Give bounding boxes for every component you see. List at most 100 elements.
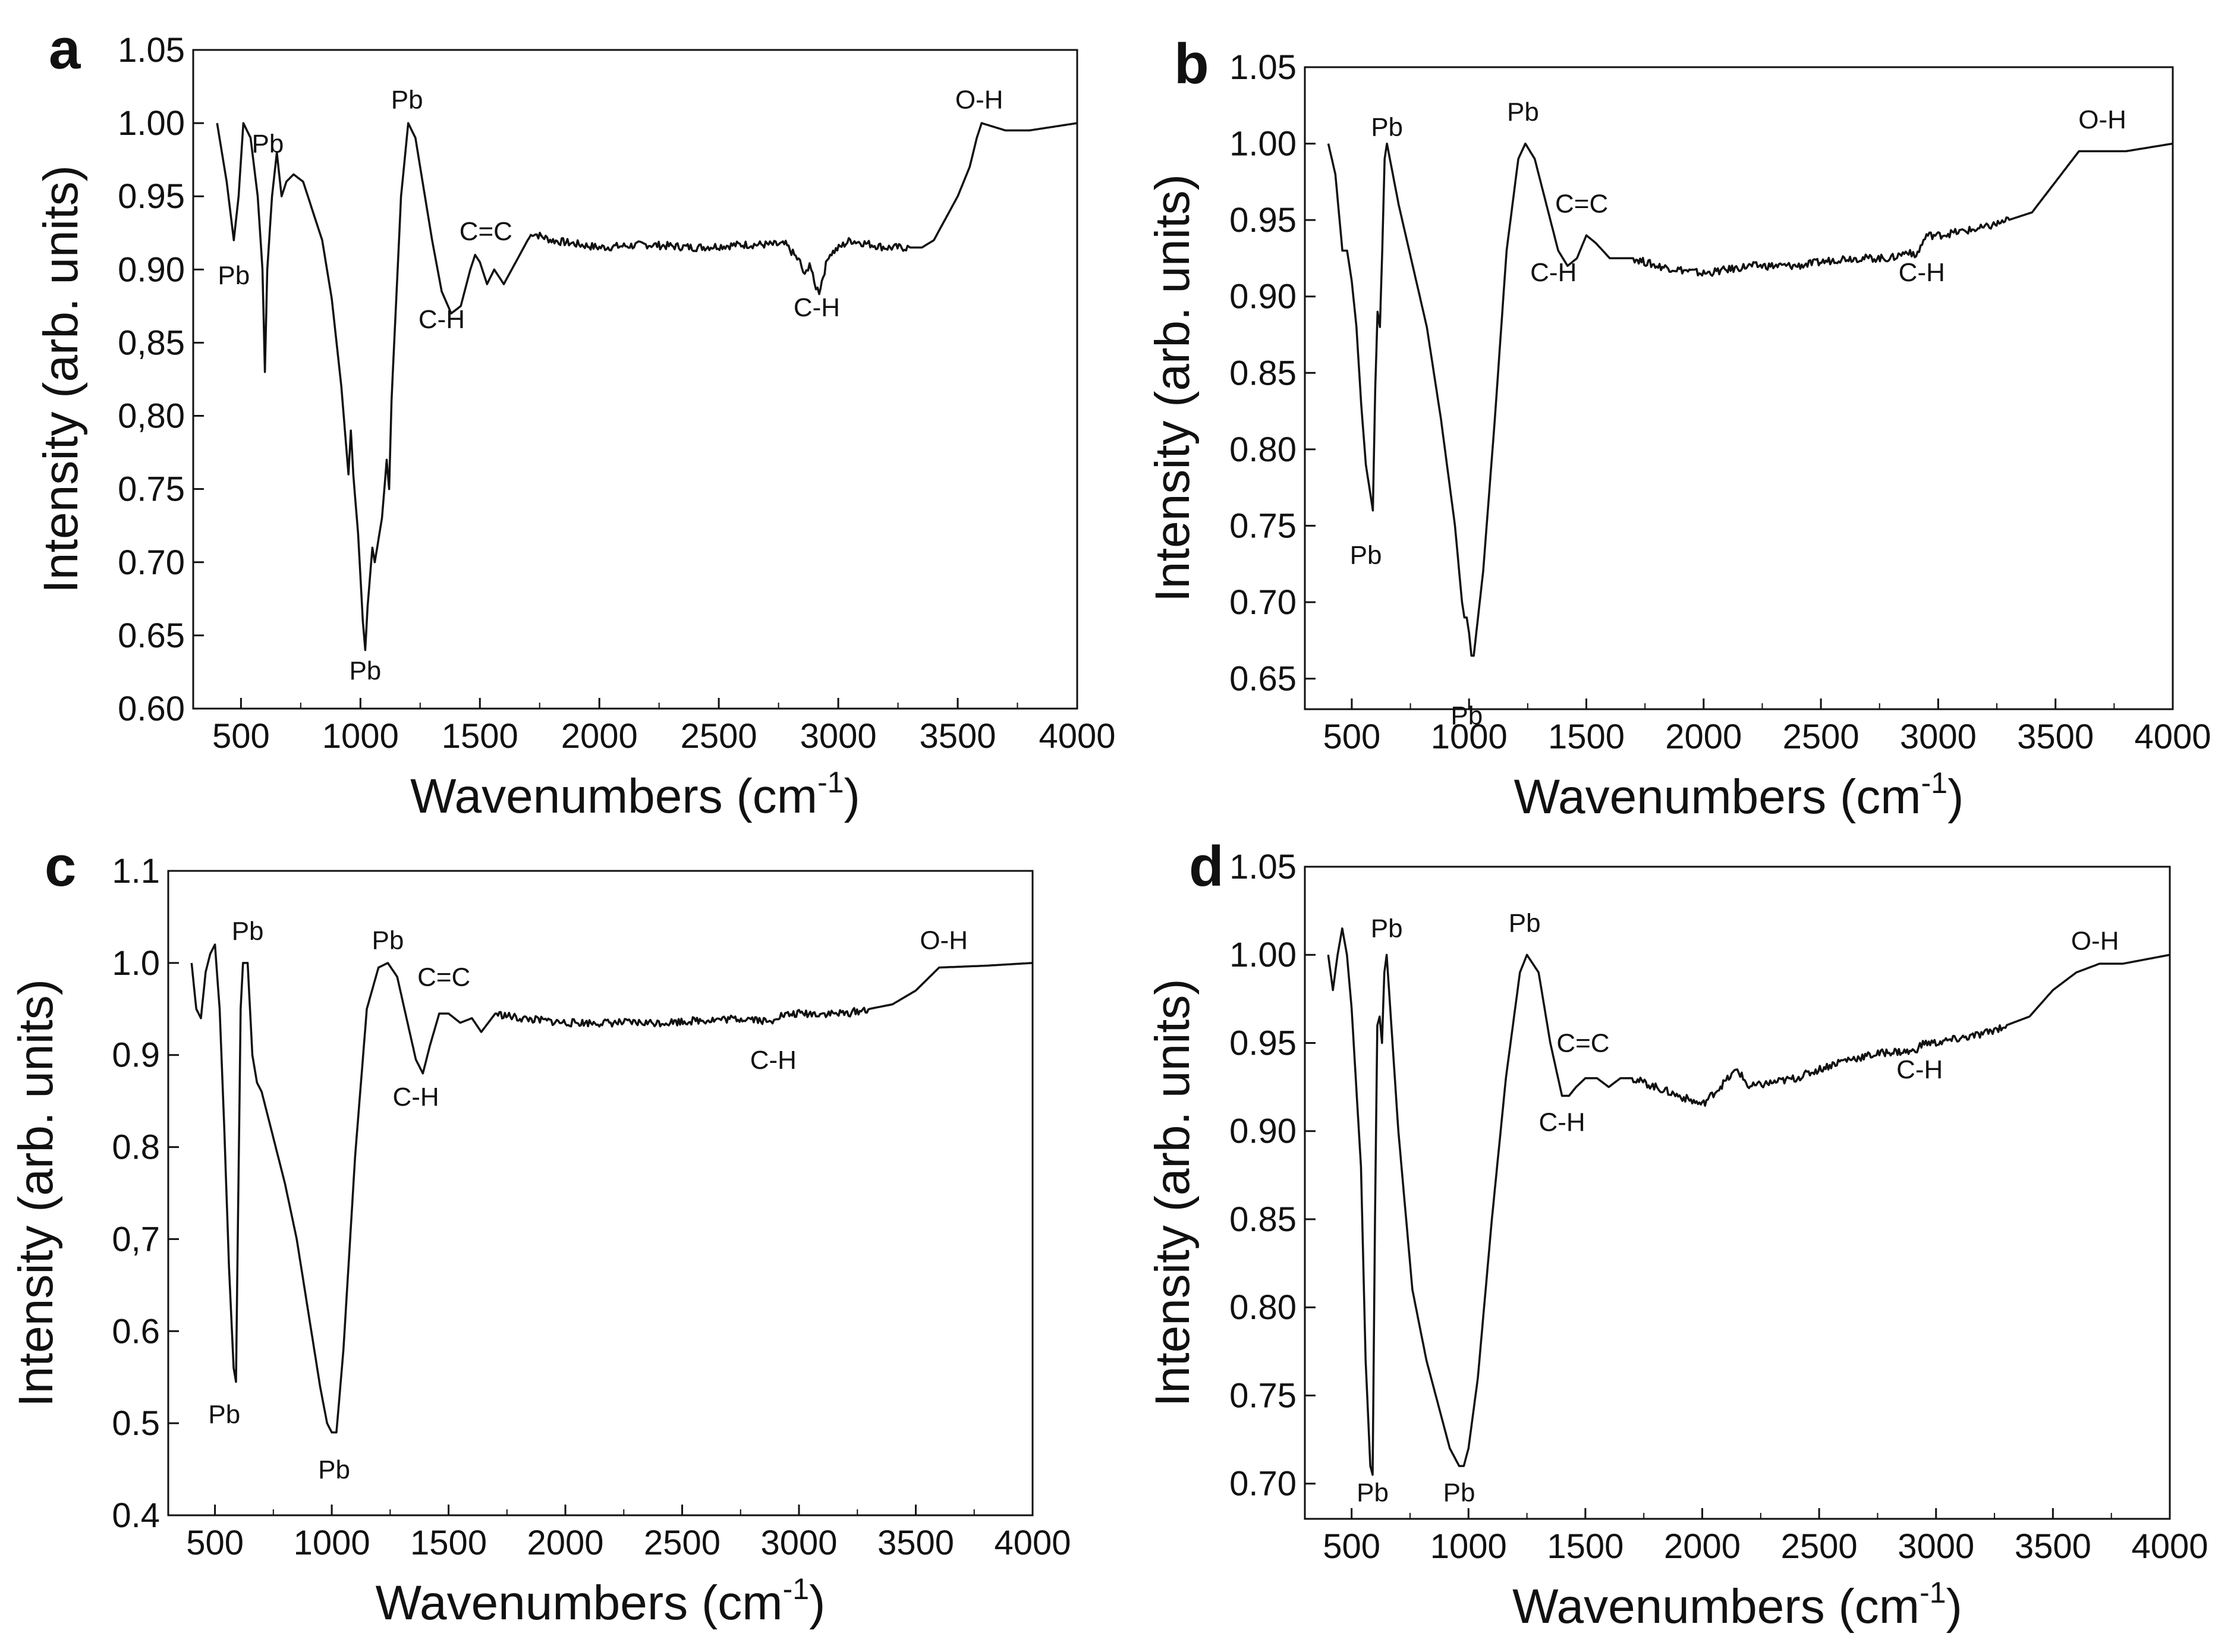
x-tick-label: 500 (212, 717, 270, 756)
spectrum-line-b (1327, 142, 2173, 657)
y-tick-label: 1.0 (112, 944, 160, 983)
x-tick-label: 3500 (2015, 1527, 2091, 1566)
y-tick-label: 0.85 (1229, 1200, 1297, 1239)
peak-label: Pb (218, 261, 250, 290)
peak-label: C=C (1555, 189, 1608, 218)
peak-label: Pb (1371, 914, 1403, 943)
y-tick-label: 0.6 (112, 1312, 160, 1351)
peak-label: Pb (1509, 909, 1541, 938)
peak-label: Pb (1450, 701, 1483, 731)
x-axis-title-close: ) (844, 769, 860, 823)
x-axis-title-sup: -1 (817, 766, 844, 799)
y-tick-label: 0.8 (112, 1128, 160, 1167)
x-tick-label: 500 (1323, 1527, 1380, 1566)
x-tick-label: 3000 (1900, 718, 1977, 756)
y-tick-label: 0.90 (1229, 278, 1297, 316)
y-tick-label: 0.70 (1229, 583, 1297, 622)
x-tick-label: 1500 (1547, 1527, 1623, 1566)
peak-label: Pb (391, 85, 423, 114)
x-axis-title: Wavenumbers (cm-1) (1514, 766, 1964, 824)
y-tick-label: 0.90 (1229, 1112, 1297, 1151)
panel-b: b 500 1000 1500 2000 2500 3000 3500 4000 0.65 0.70… (1146, 32, 2211, 824)
plot-frame (1304, 866, 2171, 1520)
x-axis-title-close: ) (1947, 770, 1964, 824)
y-axis-title: Intensity (arb. units) (1146, 174, 1200, 602)
peak-label: Pb (1357, 1478, 1389, 1507)
x-tick-label: 4000 (1039, 717, 1115, 756)
panel-letter: a (49, 17, 81, 81)
x-tick-label: 500 (1323, 718, 1381, 756)
y-tick-label: 0.95 (1229, 1024, 1297, 1062)
y-tick-label: 0.65 (1229, 660, 1297, 698)
y-tick-label: 0.9 (112, 1036, 160, 1075)
x-tick-label: 1000 (1431, 718, 1508, 756)
x-axis-title-sup: -1 (1921, 766, 1947, 800)
x-axis-title-main: Wavenumbers (cm (1512, 1579, 1920, 1634)
x-axis-title: Wavenumbers (cm-1) (376, 1572, 826, 1630)
y-tick-label: 1.00 (1229, 125, 1297, 163)
peak-label: O-H (2078, 105, 2126, 134)
spectrum-line-c (190, 943, 1033, 1434)
plot-frame (192, 49, 1078, 710)
x-tick-label: 2500 (644, 1524, 720, 1562)
peak-label: Pb (232, 917, 264, 946)
peak-label: Pb (372, 926, 404, 955)
panel-c: c 500 1000 1500 2000 2500 3000 3500 4000 0.4 0.5 0.… (9, 835, 1071, 1630)
y-tick-label: 0,80 (118, 397, 185, 436)
x-axis-title-close: ) (809, 1576, 825, 1630)
peak-label: C-H (392, 1083, 439, 1112)
y-tick-label: 1.05 (1229, 848, 1297, 886)
y-tick-label: 0.90 (118, 250, 185, 289)
x-tick-label: 3000 (800, 717, 877, 756)
x-axis-title-close: ) (1946, 1579, 1962, 1634)
x-tick-label: 1000 (1430, 1527, 1507, 1566)
x-tick-label: 2500 (1781, 1527, 1858, 1566)
peak-label: C-H (794, 293, 840, 322)
peak-label: C=C (460, 217, 512, 246)
x-axis-title: Wavenumbers (cm-1) (410, 766, 860, 823)
x-tick-label: 2500 (681, 717, 757, 756)
y-axis-title: Intensity (arb. units) (1146, 978, 1200, 1406)
y-tick-label: 1.00 (118, 104, 185, 143)
peak-label: Pb (1350, 541, 1382, 570)
y-axis-title: Intensity (arb. units) (9, 979, 63, 1407)
peak-label: C=C (1556, 1028, 1609, 1058)
y-tick-label: 0.70 (1229, 1465, 1297, 1503)
x-tick-label: 2000 (561, 717, 638, 756)
x-tick-label: 4000 (2134, 718, 2211, 756)
x-axis-title: Wavenumbers (cm-1) (1512, 1576, 1962, 1634)
panel-d: d 500 1000 1500 2000 2500 3000 3500 4000 0.70 0.75… (1146, 835, 2208, 1634)
x-tick-label: 2000 (527, 1524, 604, 1562)
y-axis-title: Intensity (arb. units) (34, 165, 88, 593)
spectrum-line-a (216, 122, 1078, 652)
x-axis-title-sup: -1 (1920, 1576, 1946, 1609)
x-axis-title-main: Wavenumbers (cm (410, 769, 817, 823)
y-tick-label: 0.75 (1229, 1376, 1297, 1415)
x-tick-label: 2000 (1664, 1527, 1741, 1566)
y-tick-label: 0.70 (118, 543, 185, 582)
peak-label: Pb (349, 656, 381, 685)
y-tick-label: 0.4 (112, 1496, 160, 1535)
peak-label: Pb (1443, 1478, 1475, 1507)
peak-label: Pb (1507, 97, 1539, 127)
peak-label: Pb (251, 129, 284, 158)
y-tick-label: 0.5 (112, 1404, 160, 1443)
panel-letter: d (1189, 835, 1224, 898)
spectrum-line-d (1327, 927, 2170, 1476)
x-tick-label: 1500 (410, 1524, 487, 1562)
x-tick-label: 4000 (2131, 1527, 2208, 1566)
peak-label: Pb (1371, 113, 1403, 142)
peak-label: Pb (318, 1455, 350, 1484)
y-tick-label: 1.05 (118, 31, 185, 70)
x-tick-label: 1000 (294, 1524, 370, 1562)
y-tick-label: 0,85 (118, 323, 185, 362)
peak-label: C-H (1899, 258, 1945, 287)
peak-label: C-H (419, 305, 465, 334)
y-tick-label: 0,7 (112, 1220, 160, 1258)
x-tick-label: 500 (186, 1524, 244, 1562)
y-tick-label: 1.1 (112, 852, 160, 890)
plot-frame (167, 870, 1034, 1516)
y-tick-label: 0.65 (118, 616, 185, 655)
x-tick-label: 1000 (322, 717, 399, 756)
